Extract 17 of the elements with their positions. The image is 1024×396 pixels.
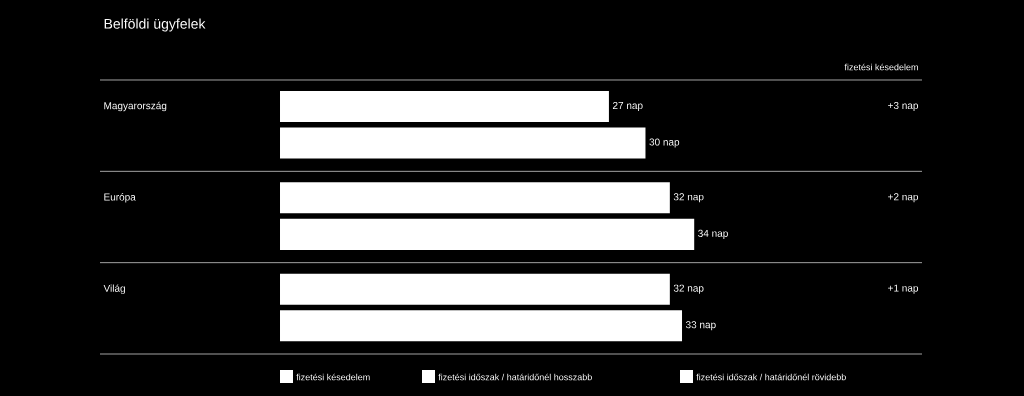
data-label: 30 nap: [649, 138, 680, 148]
data-label: 33 nap: [685, 321, 716, 331]
text: Belföldi ügyfelek: [104, 18, 206, 32]
y-tick-label: Világ: [103, 284, 125, 294]
text: +1 nap: [888, 284, 919, 294]
legend-label: fizetési időszak / határidőnél hosszabb: [438, 373, 592, 381]
y-tick-label: Magyarország: [104, 101, 167, 112]
text: fizetési késedelem: [296, 373, 370, 381]
text: +2 nap: [888, 193, 919, 203]
y-tick-label: Európa: [104, 193, 136, 203]
data-label: 32 nap: [673, 284, 704, 294]
legend-label: fizetési időszak / határidőnél rövidebb: [696, 373, 846, 381]
text: fizetési késedelem: [844, 63, 918, 71]
text: +3 nap: [888, 101, 919, 112]
data-label: 34 nap: [698, 229, 728, 239]
data-label: 27 nap: [612, 101, 643, 112]
data-label: 32 nap: [673, 193, 704, 203]
